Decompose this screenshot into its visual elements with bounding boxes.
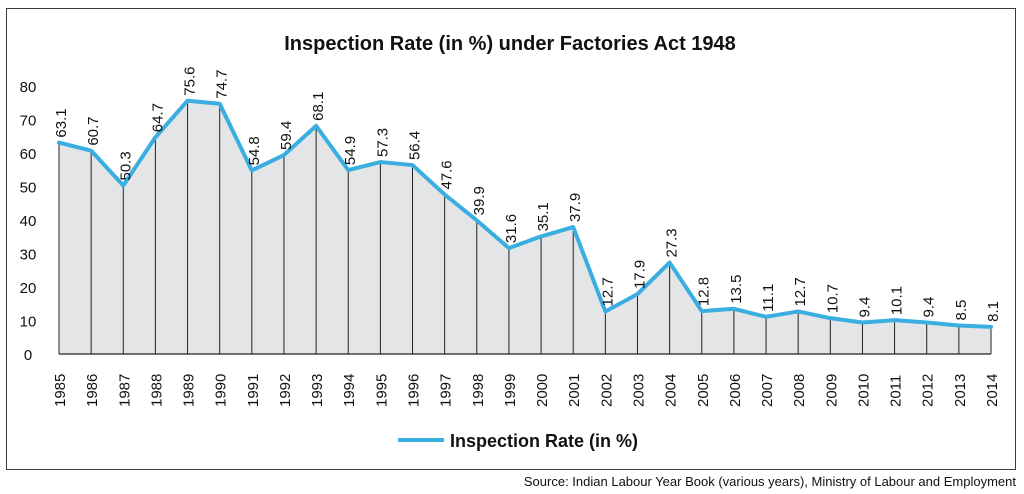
data-label: 11.1	[760, 284, 777, 312]
x-tick-label: 1987	[116, 374, 133, 407]
y-tick-label: 20	[20, 280, 37, 297]
data-label: 57.3	[374, 128, 391, 157]
data-label: 47.6	[439, 160, 456, 189]
data-label: 63.1	[53, 108, 70, 137]
data-label: 35.1	[535, 202, 552, 231]
x-tick-label: 1999	[502, 374, 519, 407]
data-label: 27.3	[664, 228, 681, 257]
data-label: 54.9	[342, 136, 359, 165]
data-label: 12.7	[792, 277, 809, 306]
y-tick-label: 10	[20, 314, 37, 331]
x-tick-label: 2001	[566, 374, 583, 407]
x-tick-label: 2013	[952, 374, 969, 407]
x-tick-label: 2004	[663, 374, 680, 407]
data-label: 9.4	[856, 297, 873, 318]
x-tick-label: 1994	[341, 374, 358, 407]
x-tick-label: 2005	[695, 374, 712, 407]
x-tick-label: 1995	[373, 374, 390, 407]
x-tick-label: 2010	[855, 374, 872, 407]
x-tick-label: 2003	[630, 374, 647, 407]
data-label: 64.7	[149, 103, 166, 132]
data-label: 12.8	[696, 277, 713, 306]
x-tick-label: 1992	[277, 374, 294, 407]
data-label: 13.5	[728, 275, 745, 304]
y-tick-label: 80	[20, 79, 37, 96]
x-tick-label: 2002	[598, 374, 615, 407]
x-tick-label: 2011	[888, 375, 905, 407]
y-tick-label: 0	[24, 347, 32, 364]
x-tick-label: 2014	[984, 374, 1001, 407]
data-label: 17.9	[631, 260, 648, 289]
x-tick-label: 1998	[470, 374, 487, 407]
x-tick-label: 1985	[52, 374, 69, 407]
data-label: 39.9	[471, 186, 488, 215]
data-label: 37.9	[567, 193, 584, 222]
data-label: 54.8	[246, 136, 263, 165]
chart-title: Inspection Rate (in %) under Factories A…	[284, 33, 736, 55]
plot-area: 0 10 20 30 40 50 60 70 80 1985 1986 1987 1988 1989 199…	[20, 67, 1002, 407]
x-tick-label: 1996	[406, 374, 423, 407]
series-line	[57, 98, 993, 329]
x-tick-label: 1988	[148, 374, 165, 407]
data-label: 31.6	[503, 214, 520, 243]
x-tick-label: 1993	[309, 374, 326, 407]
data-label: 10.1	[889, 286, 906, 315]
x-tick-label: 1997	[438, 374, 455, 407]
x-tick-label: 1990	[213, 374, 230, 407]
data-label: 56.4	[407, 131, 424, 160]
x-tick-label: 2012	[920, 374, 937, 407]
y-tick-label: 50	[20, 180, 37, 197]
data-label: 50.3	[117, 151, 134, 180]
data-label: 10.7	[824, 284, 841, 313]
data-label: 68.1	[310, 92, 327, 121]
data-label: 59.4	[278, 121, 295, 150]
x-tick-label: 2009	[823, 374, 840, 407]
legend: Inspection Rate (in %)	[398, 431, 638, 451]
x-tick-label: 2006	[727, 374, 744, 407]
x-tick-label: 2007	[759, 374, 776, 407]
y-tick-label: 40	[20, 213, 37, 230]
x-tick-label: 1991	[245, 374, 262, 407]
x-tick-label: 2008	[791, 374, 808, 407]
data-label: 74.7	[214, 70, 231, 99]
data-label: 75.6	[182, 67, 199, 96]
y-tick-label: 30	[20, 247, 37, 264]
area-fill	[59, 100, 991, 355]
y-tick-label: 70	[20, 113, 37, 130]
data-label: 8.5	[953, 300, 970, 321]
data-label: 60.7	[85, 116, 102, 145]
data-label: 12.7	[599, 277, 616, 306]
data-label: 8.1	[985, 301, 1002, 322]
y-tick-label: 60	[20, 146, 37, 163]
legend-label: Inspection Rate (in %)	[450, 431, 638, 451]
x-tick-label: 2000	[534, 374, 551, 407]
x-tick-label: 1989	[181, 374, 198, 407]
data-label: 9.4	[921, 297, 938, 318]
source-note: Source: Indian Labour Year Book (various…	[523, 474, 1016, 489]
x-tick-label: 1986	[84, 374, 101, 407]
